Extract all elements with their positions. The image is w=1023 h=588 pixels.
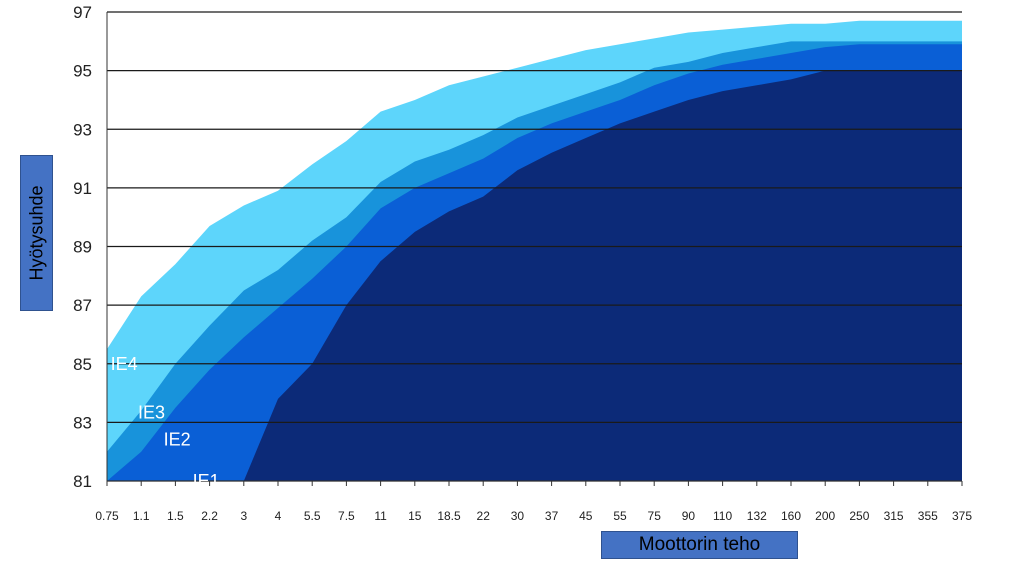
y-tick-labels: 81 83 85 87 89 91 93 95 97 [73,3,92,491]
area-label-ie2: IE2 [164,430,191,450]
x-tick-label: 15 [408,509,422,523]
x-tick-label: 90 [682,509,696,523]
area-label-ie4: IE4 [111,354,138,374]
x-tick-label: 5.5 [304,509,321,523]
x-tick-label: 37 [545,509,559,523]
y-tick-label: 87 [73,296,92,315]
x-tick-label: 55 [613,509,627,523]
x-tick-label: 75 [648,509,662,523]
area-labels: IE4 IE3 IE2 IE1 [111,354,220,491]
x-axis-label: Moottorin teho [601,531,798,559]
y-tick-label: 95 [73,62,92,81]
y-tick-label: 91 [73,179,92,198]
x-tick-labels: 0.75 1.1 1.5 2.2 3 4 5.5 7.5 11 15 18.5 22 30 37 45 55 7… [95,509,972,523]
x-tick-label: 3 [240,509,247,523]
x-tick-label: 315 [884,509,904,523]
x-tick-label: 0.75 [95,509,119,523]
x-tick-label: 45 [579,509,593,523]
x-tick-label: 30 [511,509,525,523]
x-tick-label: 355 [918,509,938,523]
y-tick-label: 89 [73,238,92,257]
x-tick-label: 160 [781,509,801,523]
series-areas [107,20,962,482]
x-tick-label: 2.2 [201,509,218,523]
x-tick-label: 1.1 [133,509,150,523]
x-tick-label: 11 [374,509,387,523]
x-tick-label: 7.5 [338,509,355,523]
y-tick-label: 81 [73,472,92,491]
x-tick-label: 1.5 [167,509,184,523]
x-tick-label: 110 [713,509,732,523]
x-tick-label: 250 [849,509,869,523]
y-tick-label: 85 [73,355,92,374]
series-area-ie1 [175,70,962,481]
x-tick-label: 200 [815,509,835,523]
y-axis-label-box: Hyötysuhde [20,155,53,311]
area-label-ie3: IE3 [138,403,165,423]
y-axis-label: Hyötysuhde [26,185,46,281]
axes [106,12,963,486]
area-label-ie1: IE1 [193,471,220,491]
x-tick-label: 132 [747,509,767,523]
x-tick-label: 375 [952,509,972,523]
y-tick-label: 97 [73,3,92,22]
x-tick-label: 4 [275,509,282,523]
x-tick-label: 22 [477,509,491,523]
x-tick-label: 18.5 [437,509,461,523]
y-tick-label: 93 [73,120,92,139]
y-tick-label: 83 [73,413,92,432]
